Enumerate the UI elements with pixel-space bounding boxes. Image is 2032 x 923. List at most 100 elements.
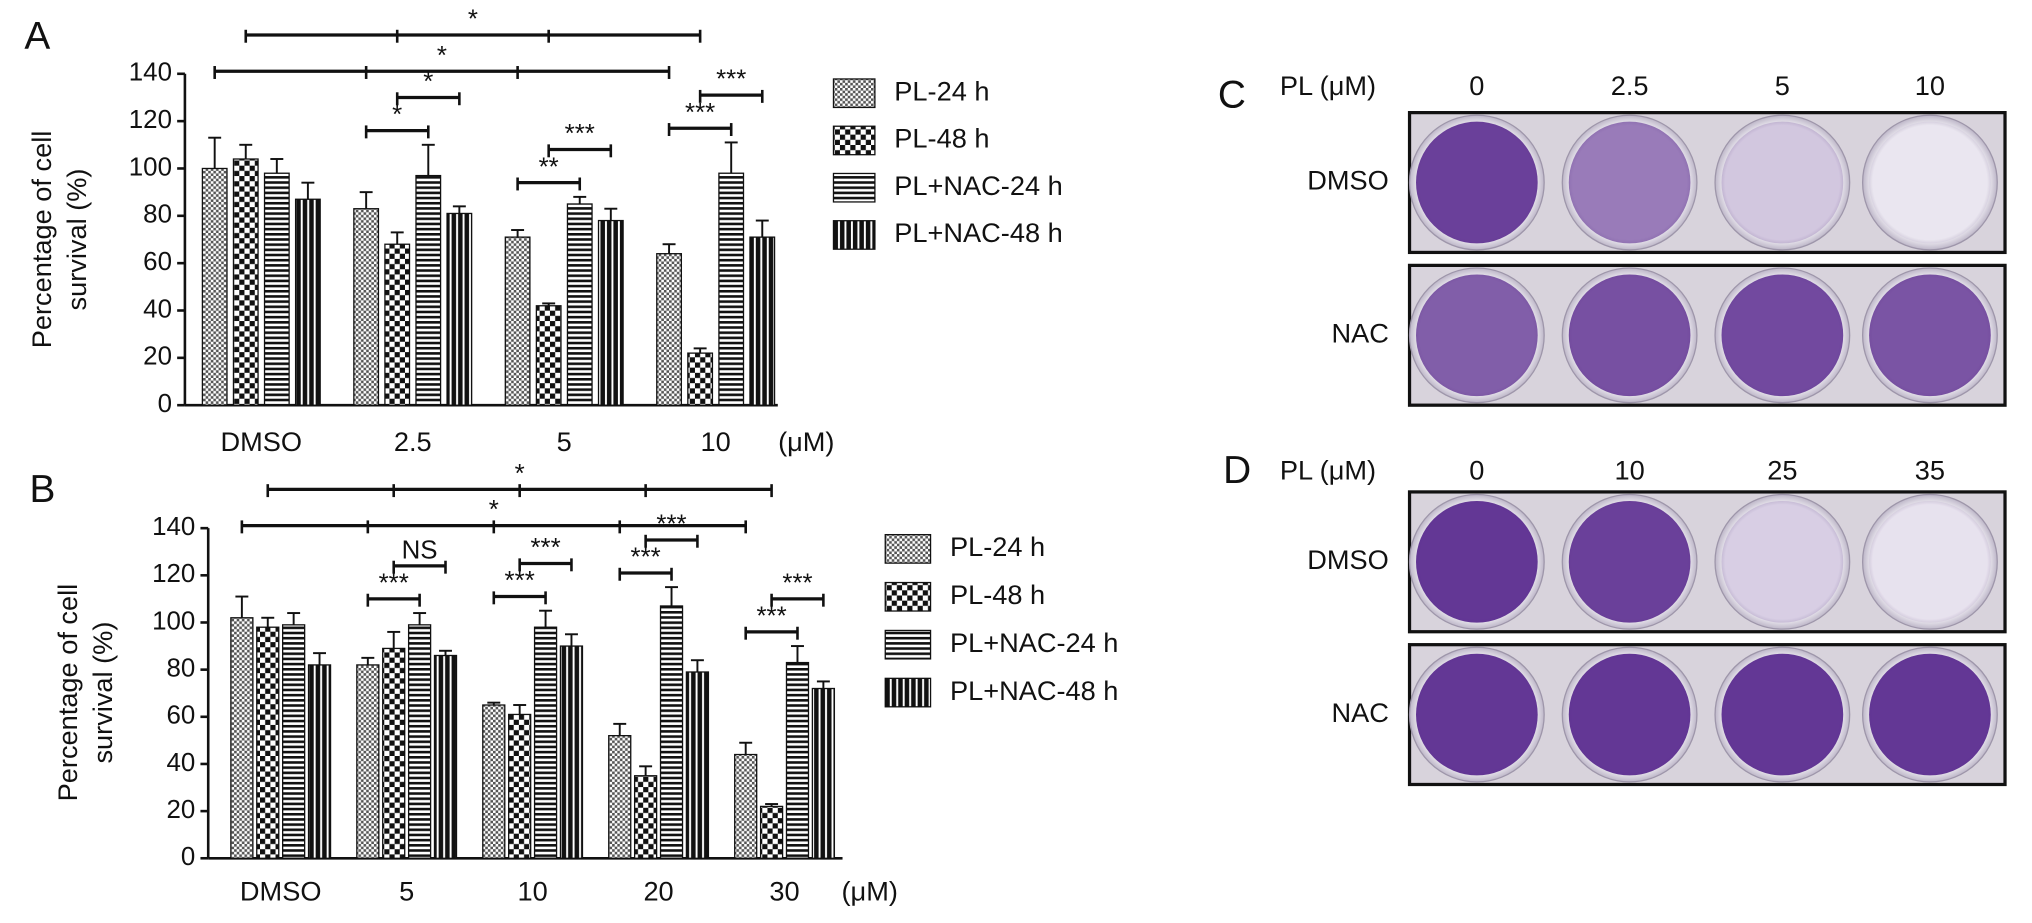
significance-bracket: NS (392, 536, 447, 574)
panel-label: A (24, 15, 50, 58)
y-axis-label: Percentage of cell (26, 131, 57, 349)
error-bar (270, 158, 284, 174)
significance-bracket: *** (492, 567, 547, 605)
significance-label: *** (782, 570, 812, 598)
error-bar (390, 231, 404, 245)
error-bar (301, 181, 315, 200)
significance-bracket: *** (547, 120, 613, 158)
bar (482, 704, 506, 859)
significance-bracket: *** (644, 511, 699, 548)
significance-label: *** (505, 567, 535, 595)
significance-label: NS (402, 536, 438, 564)
error-bar (639, 765, 653, 776)
column-label: 10 (1614, 455, 1644, 486)
bar (201, 167, 228, 406)
significance-bracket: * (244, 6, 702, 43)
x-tick-label: DMSO (240, 875, 322, 906)
stain (1869, 500, 1991, 623)
bar (633, 775, 658, 859)
column-label: 10 (1915, 70, 1945, 101)
x-tick-label: 10 (518, 875, 548, 906)
stain (1568, 274, 1691, 397)
error-bar (421, 143, 435, 176)
stain (1416, 121, 1538, 244)
error-bar (665, 586, 678, 606)
significance-label: *** (565, 120, 595, 148)
bar (504, 236, 531, 406)
legend-swatch (884, 629, 932, 660)
y-tick-label: 140 (152, 513, 195, 541)
significance-bracket: *** (618, 544, 673, 581)
legend-label: PL+NAC-48 h (894, 217, 1062, 248)
bar (508, 713, 532, 859)
error-bar (313, 652, 327, 665)
error-bar (487, 701, 501, 706)
stain (1568, 121, 1691, 244)
bar (384, 243, 411, 406)
well (1714, 493, 1851, 630)
stain (1721, 274, 1844, 397)
stain (1869, 121, 1991, 244)
bar (687, 352, 714, 406)
column-label: 2.5 (1611, 70, 1649, 101)
x-tick-label: 20 (643, 875, 673, 906)
significance-bracket: * (266, 460, 773, 498)
x-tick-label: 5 (557, 426, 572, 457)
significance-label: * (489, 496, 499, 524)
y-tick-label: 80 (143, 201, 172, 229)
bar (785, 661, 810, 859)
y-axis-label: Percentage of cell (52, 584, 83, 802)
panel-label: C (1218, 73, 1246, 116)
error-bar (413, 612, 427, 625)
stain (1416, 500, 1538, 623)
row-label: NAC (1331, 317, 1388, 348)
legend-swatch (884, 677, 932, 708)
row-label: NAC (1331, 697, 1388, 728)
y-tick-label: 20 (143, 343, 172, 371)
error-bar (542, 302, 556, 306)
bar (734, 753, 758, 859)
bar (811, 687, 836, 859)
legend-label: PL+NAC-48 h (950, 675, 1118, 706)
stain (1721, 500, 1844, 623)
error-bar (287, 612, 301, 625)
x-unit: (μM) (778, 426, 834, 457)
error-bar (208, 136, 222, 169)
column-label: 35 (1915, 455, 1945, 486)
y-tick-label: 140 (129, 59, 172, 87)
stain (1721, 121, 1844, 244)
well (1861, 493, 1998, 630)
bar (608, 735, 632, 859)
y-tick-label: 100 (152, 607, 195, 635)
significance-label: * (437, 42, 447, 70)
error-bar (239, 143, 253, 160)
error-bar (791, 645, 804, 663)
significance-bracket: * (395, 68, 461, 106)
error-bar (513, 704, 527, 715)
panel-label: B (30, 468, 56, 511)
plate-header: PL (μM) (1280, 70, 1376, 101)
significance-bracket: *** (366, 570, 421, 607)
error-bar (439, 649, 452, 656)
error-bar (452, 205, 466, 214)
y-tick-label: 20 (166, 796, 195, 824)
bar (230, 617, 254, 859)
significance-label: * (515, 460, 525, 488)
stain (1869, 653, 1991, 776)
y-tick-label: 60 (166, 702, 195, 730)
legend-label: PL-24 h (950, 531, 1045, 562)
y-tick-label: 120 (129, 106, 172, 134)
stain (1416, 274, 1538, 397)
x-unit: (μM) (842, 875, 898, 906)
error-bar (755, 219, 769, 238)
bar (656, 253, 683, 406)
x-tick-label: 2.5 (394, 426, 432, 457)
error-bar (816, 680, 830, 689)
significance-bracket: *** (667, 99, 733, 136)
significance-label: *** (656, 511, 686, 539)
plate-header: PL (μM) (1280, 455, 1376, 486)
significance-bracket: *** (744, 603, 799, 640)
significance-label: * (423, 68, 433, 96)
bar (263, 172, 290, 406)
error-bar (765, 803, 779, 807)
